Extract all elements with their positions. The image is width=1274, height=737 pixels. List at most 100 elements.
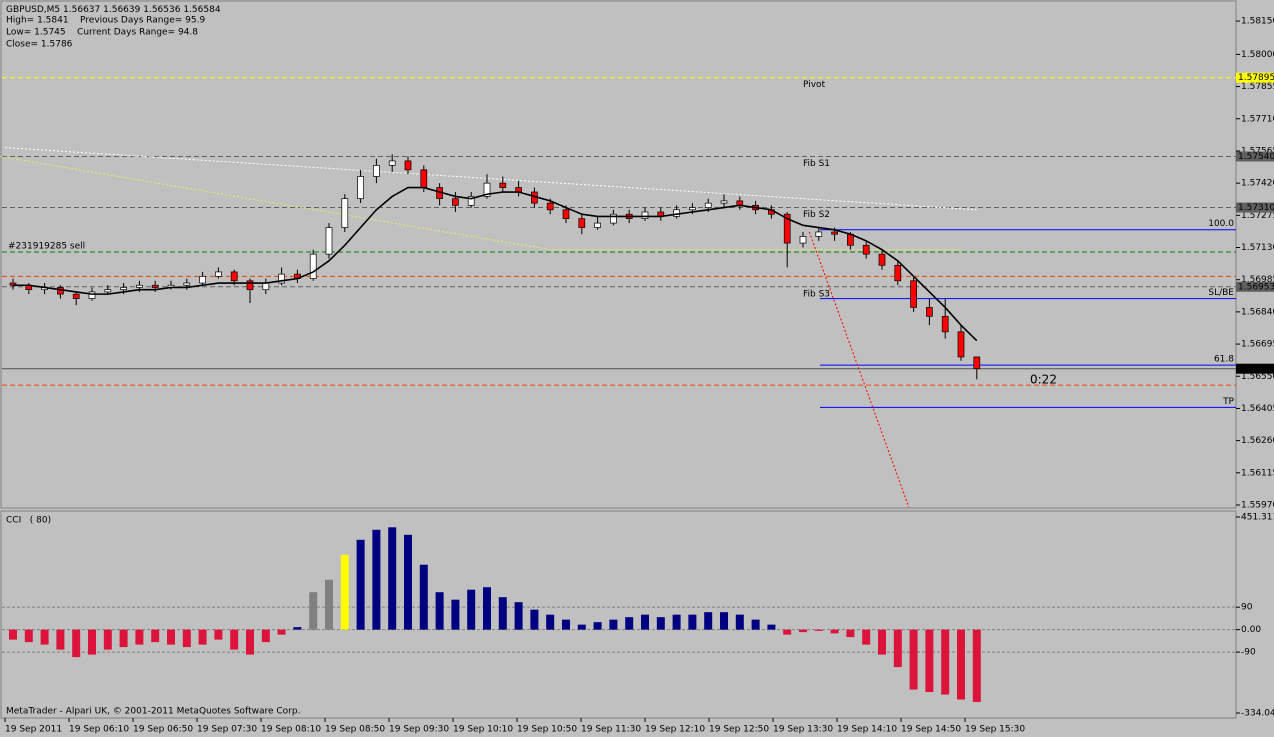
cci-bar [388, 527, 397, 630]
y-tick-label: 1.56695 [1241, 340, 1274, 350]
x-tick-label: 19 Sep 12:10 [645, 725, 705, 735]
x-tick-label: 19 Sep 10:10 [453, 725, 513, 735]
y-tick-label: 90 [1241, 603, 1253, 613]
cci-bar [562, 619, 570, 630]
current-price-label: 1.56584 [1238, 364, 1274, 374]
candle-body [910, 280, 917, 308]
footer: MetaTrader - Alpari UK, © 2001-2011 Meta… [6, 707, 300, 717]
x-tick-label: 19 Sep 06:50 [133, 725, 193, 735]
level-axis-label: 1.56953 [1238, 282, 1274, 292]
cci-bar [72, 629, 81, 658]
candle-body [57, 287, 64, 295]
trend-line [808, 231, 910, 508]
cci-bar [941, 629, 950, 695]
candle-body [309, 253, 317, 279]
candle-body [452, 198, 459, 206]
cci-bar [277, 629, 286, 635]
level-name: Fib S2 [803, 210, 830, 220]
candle-body [104, 289, 112, 293]
y-tick-label: 1.57565 [1241, 146, 1274, 156]
candle-body [562, 209, 570, 220]
cci-bar [830, 629, 839, 634]
cci-bar [688, 614, 697, 630]
current-price-box [1236, 363, 1274, 374]
cci-bar [799, 629, 807, 633]
cci-bar [641, 614, 649, 630]
fib-label: SL/BE [1208, 288, 1234, 298]
cci-bar [246, 629, 254, 655]
candle-body [467, 196, 475, 206]
cci-bar [293, 627, 302, 630]
indicator-title: CCI ( 80) [6, 516, 51, 526]
candle-body [325, 227, 333, 255]
cci-bar [656, 617, 665, 630]
cci-bar [767, 624, 776, 630]
cci-bar [56, 629, 65, 650]
cci-bar [593, 622, 602, 630]
candle-body [546, 202, 554, 211]
cci-bar [372, 529, 381, 630]
candle-body [357, 176, 364, 200]
level-name: Pivot [803, 80, 826, 90]
cci-bar [467, 589, 476, 630]
x-tick-label: 19 Sep 08:50 [325, 725, 385, 735]
candle-body [215, 271, 222, 277]
y-tick-label: 1.56550 [1241, 372, 1274, 382]
candle-body [878, 253, 886, 266]
candle-body [120, 287, 127, 291]
candle-body [831, 231, 838, 235]
cci-bar [751, 619, 760, 630]
cci-bar [261, 629, 270, 643]
level-axis-box [1236, 72, 1274, 83]
candle-body [373, 165, 380, 177]
level-name: Fib S3 [803, 289, 830, 299]
candle-body [278, 273, 285, 284]
cci-bar [846, 629, 855, 638]
candle-body [941, 315, 949, 333]
cci-bar [435, 592, 444, 630]
x-tick-label: 19 Sep 13:30 [773, 725, 833, 735]
x-tick-label: 19 Sep 09:30 [389, 725, 449, 735]
cci-bar [214, 629, 223, 640]
cci-bar [609, 619, 618, 630]
cci-bar [498, 597, 507, 630]
x-tick-label: 19 Sep 14:10 [837, 725, 897, 735]
candle-body [957, 331, 965, 358]
candle-body [578, 218, 586, 228]
candle-body [610, 213, 617, 224]
candle-body [673, 209, 680, 217]
cci-bar [356, 539, 365, 630]
candle-body [136, 284, 143, 288]
x-tick-label: 19 Sep 14:50 [901, 725, 961, 735]
candle-body [720, 200, 728, 204]
candle-body [404, 160, 412, 171]
y-tick-label: 1.57275 [1241, 211, 1274, 221]
level-name: Fib S1 [803, 159, 830, 169]
candle-body [483, 182, 491, 197]
cci-bar [957, 629, 965, 700]
fib-label: 61.8 [1214, 355, 1234, 365]
candle-body [151, 284, 159, 288]
cci-bar [119, 629, 128, 648]
bar-countdown: 0:22 [1030, 373, 1057, 387]
candle-body [420, 169, 428, 188]
cci-bar [24, 629, 33, 643]
close: 1.56584 [183, 5, 220, 15]
level-axis-label: 1.57540 [1238, 152, 1274, 162]
low: 1.56536 [143, 5, 180, 15]
cci-bar [198, 629, 207, 645]
candle-body [88, 291, 96, 299]
cci-bar [230, 629, 239, 650]
symbol-header: GBPUSD,M5 1.56637 1.56639 1.56536 1.5658… [6, 5, 221, 15]
cci-bar [135, 629, 144, 645]
y-tick-label: 1.56260 [1241, 436, 1274, 446]
y-tick-label: -334.047 [1241, 709, 1274, 719]
cci-bar [340, 554, 349, 630]
candle-body [262, 282, 270, 291]
cci-bar [514, 602, 523, 630]
x-tick-label: 19 Sep 08:10 [261, 725, 321, 735]
level-axis-label: 1.57895 [1238, 73, 1274, 83]
cci-bar [167, 629, 175, 645]
cci-bar [103, 629, 112, 650]
candle-body [894, 264, 902, 282]
